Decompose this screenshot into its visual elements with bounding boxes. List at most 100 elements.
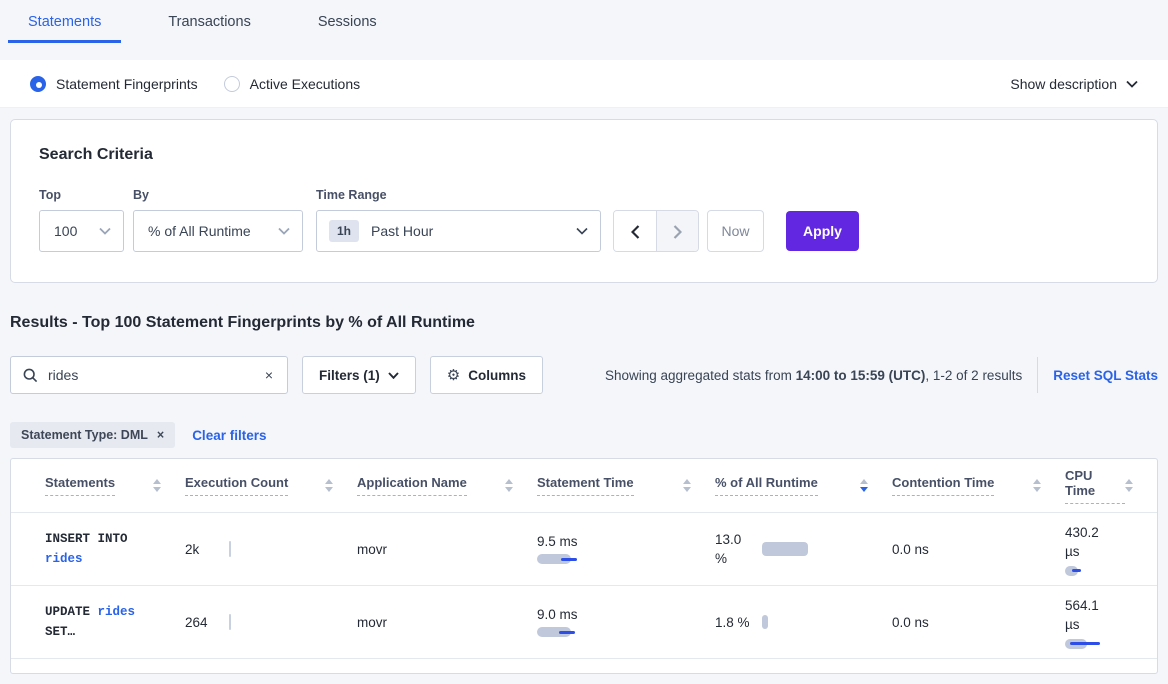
statement-time-value: 9.0 ms <box>537 607 578 622</box>
next-time-button[interactable] <box>656 211 698 251</box>
results-heading: Results - Top 100 Statement Fingerprints… <box>10 314 475 331</box>
column-header-label[interactable]: Execution Count <box>185 475 289 496</box>
sort-icon[interactable] <box>1033 479 1041 492</box>
chevron-down-icon <box>576 227 588 235</box>
chevron-down-icon <box>1126 80 1138 88</box>
sort-icon[interactable] <box>1125 479 1133 492</box>
statement-time-value: 9.5 ms <box>537 534 578 549</box>
by-select[interactable]: % of All Runtime <box>133 210 303 252</box>
cpu-time-cell: 564.1 µs <box>1065 596 1157 649</box>
search-input[interactable]: rides × <box>10 356 288 394</box>
by-label: By <box>133 188 149 202</box>
search-criteria-controls: Top 100 By % of All Runtime Time Range 1… <box>39 188 1129 252</box>
radio-active-executions[interactable]: Active Executions <box>223 75 361 92</box>
radio-label: Active Executions <box>249 75 361 92</box>
reset-sql-stats-link[interactable]: Reset SQL Stats <box>1053 367 1158 383</box>
cpu-time-bar <box>1065 638 1125 649</box>
cpu-time-value: 430.2 µs <box>1065 524 1099 559</box>
execution-count-bar <box>229 541 231 557</box>
clear-search-icon[interactable]: × <box>264 367 273 383</box>
runtime-pct-cell: 1.8 % <box>715 613 892 632</box>
column-header-label[interactable]: % of All Runtime <box>715 475 818 496</box>
application-name-cell: movr <box>357 541 387 557</box>
radio-unselected-icon[interactable] <box>223 75 240 92</box>
table-name-link[interactable]: rides <box>97 605 136 619</box>
top-select[interactable]: 100 <box>39 210 124 252</box>
execution-count-value: 264 <box>185 614 208 630</box>
show-description-label: Show description <box>1010 75 1117 92</box>
tab-sessions[interactable]: Sessions <box>317 14 377 30</box>
top-label: Top <box>39 188 61 202</box>
radio-statement-fingerprints[interactable]: Statement Fingerprints <box>30 75 198 92</box>
column-header-label[interactable]: Statement Time <box>537 475 634 496</box>
chevron-down-icon <box>99 227 111 235</box>
apply-button[interactable]: Apply <box>786 211 859 251</box>
column-header-label[interactable]: Statements <box>45 475 116 496</box>
execution-count-cell: 264 <box>185 614 357 630</box>
time-pager <box>613 210 699 252</box>
time-range-badge: 1h <box>329 220 360 242</box>
prev-time-button[interactable] <box>614 211 656 251</box>
sort-icon[interactable] <box>683 479 691 492</box>
top-control: Top 100 <box>39 188 133 252</box>
time-range-select[interactable]: 1h Past Hour <box>316 210 601 252</box>
table-row: UPDATE rides SET… 264 movr 9.0 ms 1.8 % … <box>11 586 1157 659</box>
chevron-down-icon <box>278 227 290 235</box>
gear-icon: ⚙ <box>446 366 461 384</box>
tab-statements[interactable]: Statements <box>8 0 122 43</box>
contention-time-cell: 0.0 ns <box>892 614 929 630</box>
table-name-link[interactable]: rides <box>45 552 83 566</box>
runtime-pct-value: 13.0 % <box>715 532 742 566</box>
statement-fingerprint-link[interactable]: INSERT INTO rides <box>45 532 128 566</box>
active-filters-row: Statement Type: DML × Clear filters <box>10 422 1158 448</box>
runtime-pct-bar <box>762 615 768 629</box>
page-tabs: Statements Transactions Sessions <box>0 0 1168 43</box>
column-header-application-name: Application Name <box>357 475 537 496</box>
sort-icon[interactable] <box>153 479 161 492</box>
time-range-label: Time Range <box>316 188 387 202</box>
remove-filter-icon[interactable]: × <box>156 428 165 442</box>
radio-selected-icon[interactable] <box>30 75 46 92</box>
sort-icon[interactable] <box>325 479 333 492</box>
column-header-pct-all-runtime: % of All Runtime <box>715 475 892 496</box>
column-header-statements: Statements <box>45 475 185 496</box>
column-header-execution-count: Execution Count <box>185 475 357 496</box>
search-input-value[interactable]: rides <box>48 367 79 383</box>
statement-time-bar <box>537 627 597 637</box>
show-description-toggle[interactable]: Show description <box>1010 76 1138 92</box>
filter-chip-statement-type[interactable]: Statement Type: DML × <box>10 422 176 448</box>
filters-button-label: Filters (1) <box>319 367 380 383</box>
column-header-cpu-time: CPU Time <box>1065 468 1157 504</box>
by-select-value: % of All Runtime <box>148 223 251 239</box>
sort-desc-icon[interactable] <box>860 479 868 492</box>
filter-chip-label: Statement Type: DML <box>21 428 148 442</box>
clear-filters-link[interactable]: Clear filters <box>192 427 267 443</box>
column-header-label[interactable]: Application Name <box>357 475 467 496</box>
table-header-row: Statements Execution Count Application N… <box>11 459 1157 513</box>
top-select-value: 100 <box>54 223 78 239</box>
time-range-control: Time Range 1h Past Hour <box>316 188 613 252</box>
cpu-time-cell: 430.2 µs <box>1065 523 1157 576</box>
stats-time-range: 14:00 to 15:59 (UTC) <box>795 367 926 383</box>
by-control: By % of All Runtime <box>133 188 316 252</box>
statements-table: Statements Execution Count Application N… <box>10 458 1158 674</box>
contention-time-cell: 0.0 ns <box>892 541 929 557</box>
sort-icon[interactable] <box>505 479 513 492</box>
table-row: INSERT INTO rides 2k movr 9.5 ms 13.0 % … <box>11 513 1157 586</box>
chevron-right-icon <box>673 225 682 239</box>
showing-stats-text: Showing aggregated stats from 14:00 to 1… <box>605 367 1023 383</box>
tab-transactions[interactable]: Transactions <box>168 14 251 30</box>
runtime-pct-bar <box>762 542 808 556</box>
results-toolbar: rides × Filters (1) ⚙ Columns Showing ag… <box>10 356 1158 394</box>
column-header-statement-time: Statement Time <box>537 475 715 496</box>
columns-button[interactable]: ⚙ Columns <box>429 356 543 394</box>
column-header-label[interactable]: CPU Time <box>1065 468 1125 504</box>
column-header-label[interactable]: Contention Time <box>892 475 995 496</box>
execution-count-cell: 2k <box>185 541 357 557</box>
runtime-pct-cell: 13.0 % <box>715 530 892 568</box>
filters-button[interactable]: Filters (1) <box>302 356 416 394</box>
search-criteria-title: Search Criteria <box>39 146 153 163</box>
statement-fingerprint-link[interactable]: UPDATE rides SET… <box>45 605 136 639</box>
now-button[interactable]: Now <box>707 210 764 252</box>
columns-button-label: Columns <box>468 367 526 383</box>
